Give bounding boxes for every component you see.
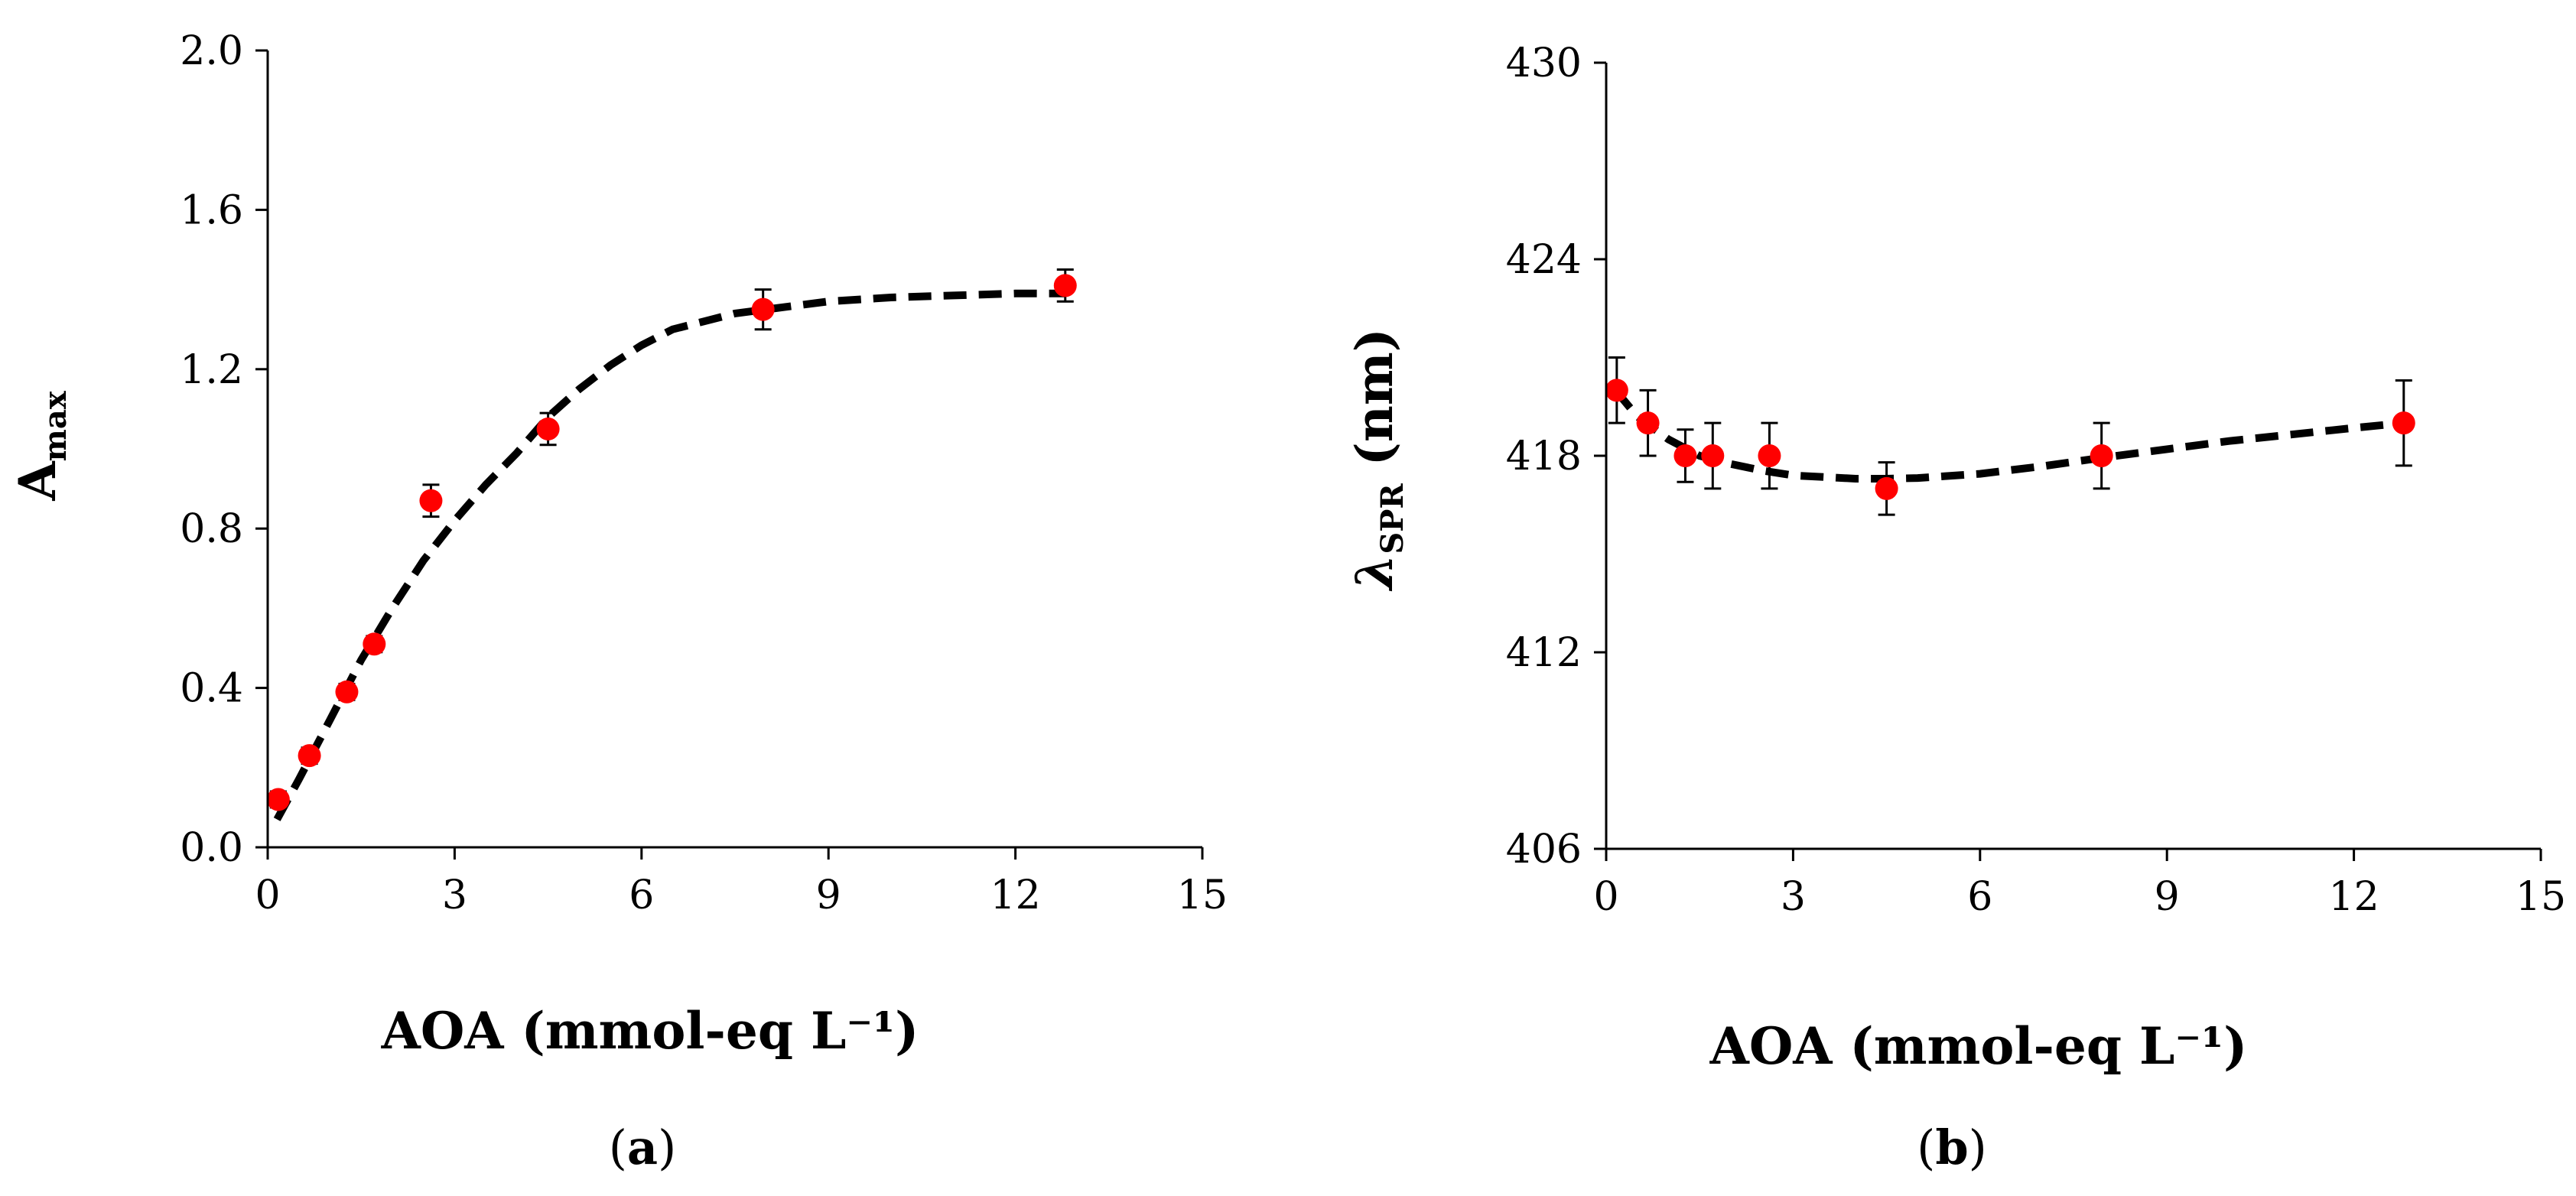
panel-b-fit-line [1612,388,2405,483]
panel-b-data-point [1605,379,1628,402]
panel-b-x-tick-label: 12 [2329,874,2379,920]
panel-b-y-tick-label: 406 [1506,827,1582,873]
panel-a-x-axis-title: AOA (mmol-eq L⁻¹) [381,1001,919,1061]
panel-b-y-tick-label: 412 [1506,630,1582,676]
panel-b-x-tick-label: 6 [1967,874,1992,920]
panel-a-data-point [536,417,560,440]
panel-a: 0 3 6 9 12 15 0.0 0.4 0.8 1.2 1.6 2.0 Amax AOA (mmo… [8,28,1228,1175]
panel-a-x-tick-label: 0 [255,873,280,918]
panel-b-label: (b) [1917,1120,1987,1175]
panel-a-data-point [363,632,386,656]
panel-b-x-axis-title: AOA (mmol-eq L⁻¹) [1709,1016,2248,1076]
panel-b-data-point [2392,411,2415,435]
panel-a-y-tick-label: 1.6 [180,187,243,233]
panel-a-data-point [751,297,775,321]
panel-b-data-point [1758,444,1781,467]
panel-b-x-tick-label: 3 [1781,874,1806,920]
panel-a-y-tick-label: 0.8 [180,506,243,552]
panel-b-x-tick-label: 9 [2155,874,2180,920]
panel-b-y-tick-label: 418 [1506,434,1582,479]
panel-a-data-point [266,788,290,811]
panel-b-data-point [2090,444,2113,467]
panel-a-y-tick-label: 0.4 [180,666,243,712]
panel-a-data-point [335,680,359,704]
panel-a-x-tick-label: 9 [816,873,841,918]
panel-a-y-tick-label: 2.0 [180,28,243,74]
panel-a-x-tick-label: 15 [1177,873,1228,918]
panel-a-y-tick-label: 1.2 [180,347,243,393]
panel-a-data-point [419,489,443,512]
panel-b-data-point [1673,444,1697,467]
panel-a-x-tick-label: 12 [990,873,1041,918]
panel-a-x-tick-label: 6 [629,873,654,918]
panel-a-y-axis-title: Amax [8,390,73,501]
panel-b-marks [1605,356,2415,516]
panel-a-fit-line [273,289,1065,821]
panel-a-x-tick-label: 3 [442,873,467,918]
panel-b-data-point [1875,476,1898,500]
panel-b-y-axis-title: λSPR (nm) [1345,328,1410,592]
panel-a-axes: 0 3 6 9 12 15 0.0 0.4 0.8 1.2 1.6 2.0 [180,28,1228,918]
panel-a-data-point [1053,274,1077,297]
panel-b: 0 3 6 9 12 15 406 412 418 424 430 λSPR (nm) AOA (m… [1345,41,2566,1175]
panel-b-y-tick-label: 430 [1506,41,1582,86]
panel-a-marks [266,268,1077,821]
panel-b-y-tick-label: 424 [1506,237,1582,283]
panel-b-axes: 0 3 6 9 12 15 406 412 418 424 430 [1506,41,2566,920]
panel-b-x-tick-label: 15 [2516,874,2566,920]
panel-b-x-tick-label: 0 [1593,874,1618,920]
panel-a-y-tick-label: 0.0 [180,825,243,871]
panel-b-data-point [1701,444,1725,467]
panel-a-data-point [298,744,321,768]
panel-b-data-point [1636,411,1660,435]
panel-a-label: (a) [609,1120,677,1175]
